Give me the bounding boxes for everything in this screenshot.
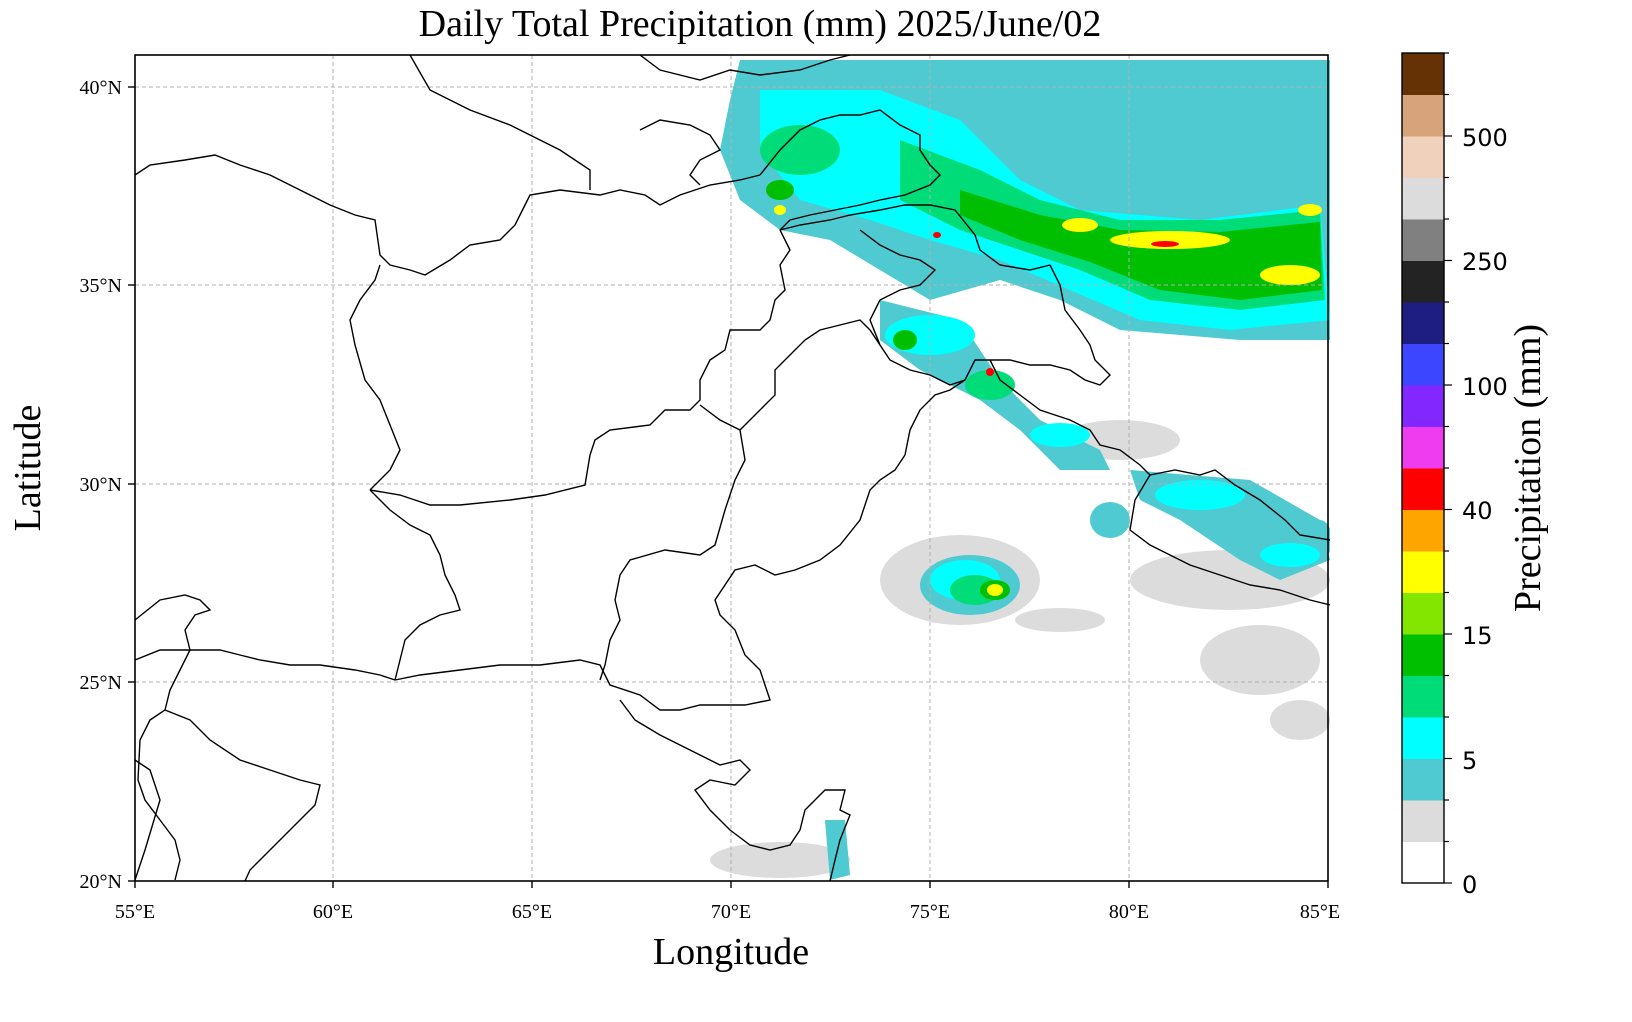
gridlines <box>135 55 1328 881</box>
x-axis-title: Longitude <box>653 931 809 973</box>
x-tick-label: 55°E <box>115 901 155 923</box>
x-tick-label: 80°E <box>1109 901 1149 923</box>
colorbar-segment <box>1402 136 1444 178</box>
colorbar <box>1402 52 1452 884</box>
precipitation-field <box>710 60 1330 880</box>
colorbar-tick-labels: 0 5 15 40 100 250 500 <box>1462 124 1508 899</box>
colorbar-title: Precipitation (mm) <box>1507 324 1549 612</box>
colorbar-segment <box>1402 260 1444 303</box>
y-tick-labels: 20°N 25°N 30°N 35°N 40°N <box>80 77 122 893</box>
x-tick-label: 85°E <box>1300 901 1340 923</box>
colorbar-tick-label: 5 <box>1462 747 1477 775</box>
colorbar-frame <box>1401 52 1445 884</box>
y-axis-title: Latitude <box>7 405 49 532</box>
colorbar-segment <box>1402 592 1444 635</box>
colorbar-segment <box>1402 758 1444 801</box>
colorbar-segment <box>1402 800 1444 842</box>
colorbar-segment <box>1402 219 1444 261</box>
x-tick-label: 60°E <box>313 901 353 923</box>
colorbar-tick-label: 250 <box>1462 248 1508 276</box>
colorbar-tick-label: 500 <box>1462 124 1508 152</box>
colorbar-segment <box>1402 551 1444 593</box>
colorbar-segment <box>1402 53 1444 95</box>
colorbar-tick-label: 100 <box>1462 373 1508 401</box>
colorbar-tick-label: 0 <box>1462 871 1477 899</box>
map-title: Daily Total Precipitation (mm) 2025/June… <box>418 3 1102 45</box>
colorbar-segment <box>1402 717 1444 759</box>
colorbar-segment <box>1402 675 1444 718</box>
colorbar-segment <box>1402 426 1444 469</box>
colorbar-segment <box>1402 343 1444 386</box>
precip-yellow <box>774 204 1322 596</box>
colorbar-segment <box>1402 468 1444 510</box>
precip-red <box>933 232 1179 376</box>
x-tick-labels: 55°E 60°E 65°E 70°E 75°E 80°E 85°E <box>115 901 1340 923</box>
y-tick-label: 30°N <box>80 474 122 496</box>
y-tick-label: 40°N <box>80 77 122 99</box>
colorbar-segment <box>1402 94 1444 137</box>
x-tick-label: 70°E <box>711 901 751 923</box>
colorbar-segment <box>1402 177 1444 220</box>
country-borders <box>135 55 1330 881</box>
x-tick-label: 65°E <box>512 901 552 923</box>
colorbar-segment <box>1402 634 1444 676</box>
colorbar-tick-label: 40 <box>1462 497 1493 525</box>
colorbar-segment <box>1402 302 1444 344</box>
tick-marks <box>128 86 1329 888</box>
x-tick-label: 75°E <box>910 901 950 923</box>
colorbar-segment <box>1402 509 1444 552</box>
colorbar-tick-label: 15 <box>1462 622 1493 650</box>
colorbar-segment <box>1402 385 1444 427</box>
y-tick-label: 20°N <box>80 871 122 893</box>
y-tick-label: 35°N <box>80 275 122 297</box>
y-tick-label: 25°N <box>80 672 122 694</box>
colorbar-segment <box>1402 841 1444 884</box>
